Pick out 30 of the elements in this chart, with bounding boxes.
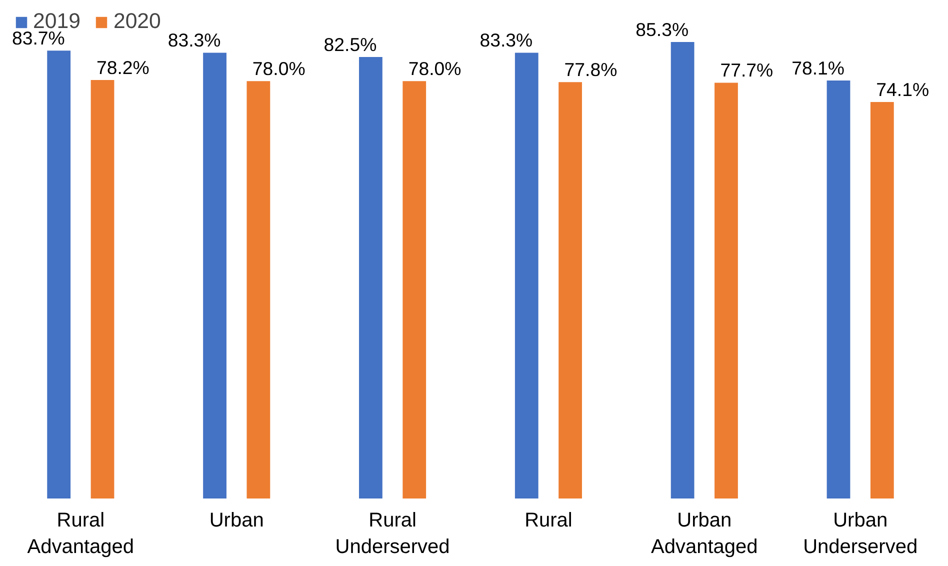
bar xyxy=(246,81,270,498)
x-tick-label: Rural Underserved xyxy=(335,510,450,558)
bar xyxy=(870,102,894,498)
x-tick-label: Urban xyxy=(209,510,264,532)
data-label: 78.0% xyxy=(252,58,306,80)
bar xyxy=(558,82,582,498)
bar xyxy=(826,80,850,498)
x-tick-label: Rural xyxy=(524,510,572,532)
bar xyxy=(47,50,71,498)
bar xyxy=(714,82,738,498)
bar xyxy=(90,80,114,498)
x-tick-label: Urban Underserved xyxy=(803,510,918,558)
data-label: 85.3% xyxy=(636,19,689,40)
x-tick-label: Rural Advantaged xyxy=(27,510,134,558)
bar xyxy=(402,81,426,498)
data-label: 82.5% xyxy=(324,34,377,56)
data-label: 83.3% xyxy=(168,30,221,51)
data-label: 77.7% xyxy=(720,60,774,81)
data-label: 78.1% xyxy=(792,58,845,79)
bar xyxy=(514,52,538,498)
x-tick-label: Urban Advantaged xyxy=(651,510,758,558)
bar xyxy=(203,52,226,498)
data-label: 74.1% xyxy=(876,78,930,100)
bar xyxy=(359,57,382,498)
bar xyxy=(670,42,694,498)
data-label: 78.2% xyxy=(96,57,150,78)
data-label: 77.8% xyxy=(564,59,618,80)
data-label: 83.3% xyxy=(480,30,533,51)
data-label: 78.0% xyxy=(408,58,462,80)
legend-label: 2020 xyxy=(113,9,161,34)
